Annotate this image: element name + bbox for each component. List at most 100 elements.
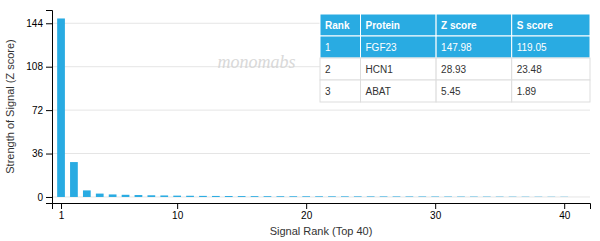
- bar: [212, 196, 220, 197]
- bar: [522, 196, 530, 197]
- table-cell: [512, 58, 590, 80]
- tick-mark: [46, 197, 52, 198]
- bar: [496, 196, 504, 197]
- bar: [238, 196, 246, 198]
- table-header-cell: [436, 14, 512, 36]
- table-cell-text: HCN1: [366, 64, 394, 75]
- bar: [380, 196, 388, 198]
- bar: [547, 196, 555, 197]
- grid-line: [52, 153, 590, 154]
- bar: [264, 196, 272, 198]
- tick-label: 40: [559, 210, 571, 221]
- tick: 30: [430, 203, 442, 221]
- tick-mark: [46, 23, 52, 24]
- table-cell-text: 5.45: [441, 86, 461, 97]
- bar: [457, 196, 465, 197]
- bars: [57, 18, 568, 197]
- table-header-text: Protein: [366, 20, 400, 31]
- tick: 72: [32, 105, 52, 116]
- tick-label: 0: [37, 192, 43, 203]
- axis-line: [53, 204, 591, 210]
- table-cell: [436, 58, 512, 80]
- bar: [393, 196, 401, 198]
- bar: [83, 190, 91, 197]
- tick-mark: [306, 203, 307, 209]
- tick-mark: [564, 203, 565, 209]
- y-axis-title: Strength of Signal (Z score): [4, 39, 16, 174]
- table-cell-text: 23.48: [517, 64, 542, 75]
- bar: [509, 196, 517, 197]
- bar: [70, 162, 78, 197]
- table-header-text: Rank: [325, 20, 350, 31]
- bar: [341, 196, 349, 198]
- tick-label: 144: [26, 18, 43, 29]
- tick-mark: [61, 203, 62, 209]
- bar: [199, 196, 207, 197]
- table-cell-text: ABAT: [366, 86, 391, 97]
- tick: 10: [172, 203, 184, 221]
- grid-line: [52, 110, 590, 111]
- bar: [276, 196, 284, 198]
- table-cell-text: 147.98: [441, 42, 472, 53]
- tick-label: 36: [32, 148, 44, 159]
- x-axis-title: Signal Rank (Top 40): [270, 225, 373, 237]
- table-cell-text: 2: [325, 64, 331, 75]
- table-cell-text: 1.89: [517, 86, 537, 97]
- table-cell-text: 119.05: [517, 42, 547, 53]
- axis-line: [46, 11, 53, 204]
- table-cell: [512, 80, 590, 102]
- tick: 0: [37, 192, 52, 203]
- bar: [147, 195, 155, 197]
- table-header-cell: [361, 14, 437, 36]
- tick-mark: [435, 203, 436, 209]
- table-cell: [320, 36, 361, 58]
- table-cell: [320, 80, 361, 102]
- tick: 144: [26, 18, 52, 29]
- bar: [109, 194, 117, 197]
- y-axis: 03672108144: [26, 11, 52, 204]
- bar: [315, 196, 323, 198]
- bar: [173, 196, 181, 197]
- bar: [367, 196, 375, 198]
- table-cell: [436, 36, 512, 58]
- bar: [328, 196, 336, 198]
- bar: [160, 195, 168, 197]
- tick-label: 1: [59, 210, 65, 221]
- bar: [57, 18, 65, 197]
- bar: [560, 196, 568, 197]
- bar: [431, 196, 439, 197]
- tick-label: 20: [301, 210, 313, 221]
- table-header-text: S score: [517, 20, 554, 31]
- tick-label: 72: [32, 105, 44, 116]
- bar: [354, 196, 362, 198]
- plot-area: 11020304003672108144Signal Rank (Top 40)…: [4, 11, 591, 238]
- table-cell-text: 1: [325, 42, 331, 53]
- bar: [444, 196, 452, 197]
- tick-label: 10: [172, 210, 184, 221]
- bar: [535, 196, 543, 197]
- tick-label: 30: [430, 210, 442, 221]
- table-cell-text: 28.93: [441, 64, 466, 75]
- bar: [483, 196, 491, 197]
- table-cell: [361, 58, 437, 80]
- bar: [418, 196, 426, 197]
- table-header-cell: [320, 14, 361, 36]
- bar: [406, 196, 414, 198]
- table-cell: [361, 80, 437, 102]
- tick: 20: [301, 203, 313, 221]
- tick-mark: [46, 154, 52, 155]
- tick: 36: [32, 148, 52, 159]
- bar: [186, 196, 194, 197]
- tick: 1: [59, 203, 65, 221]
- bar: [135, 195, 143, 197]
- grid: [52, 23, 590, 197]
- bar: [251, 196, 259, 198]
- tick-mark: [46, 110, 52, 111]
- table-cell: [512, 36, 590, 58]
- tick-mark: [177, 203, 178, 209]
- table-cell: [320, 58, 361, 80]
- table-header-text: Z score: [441, 20, 477, 31]
- table-cell: [361, 36, 437, 58]
- x-axis: 1 10 20 30 40: [53, 203, 591, 221]
- table-header-cell: [512, 14, 590, 36]
